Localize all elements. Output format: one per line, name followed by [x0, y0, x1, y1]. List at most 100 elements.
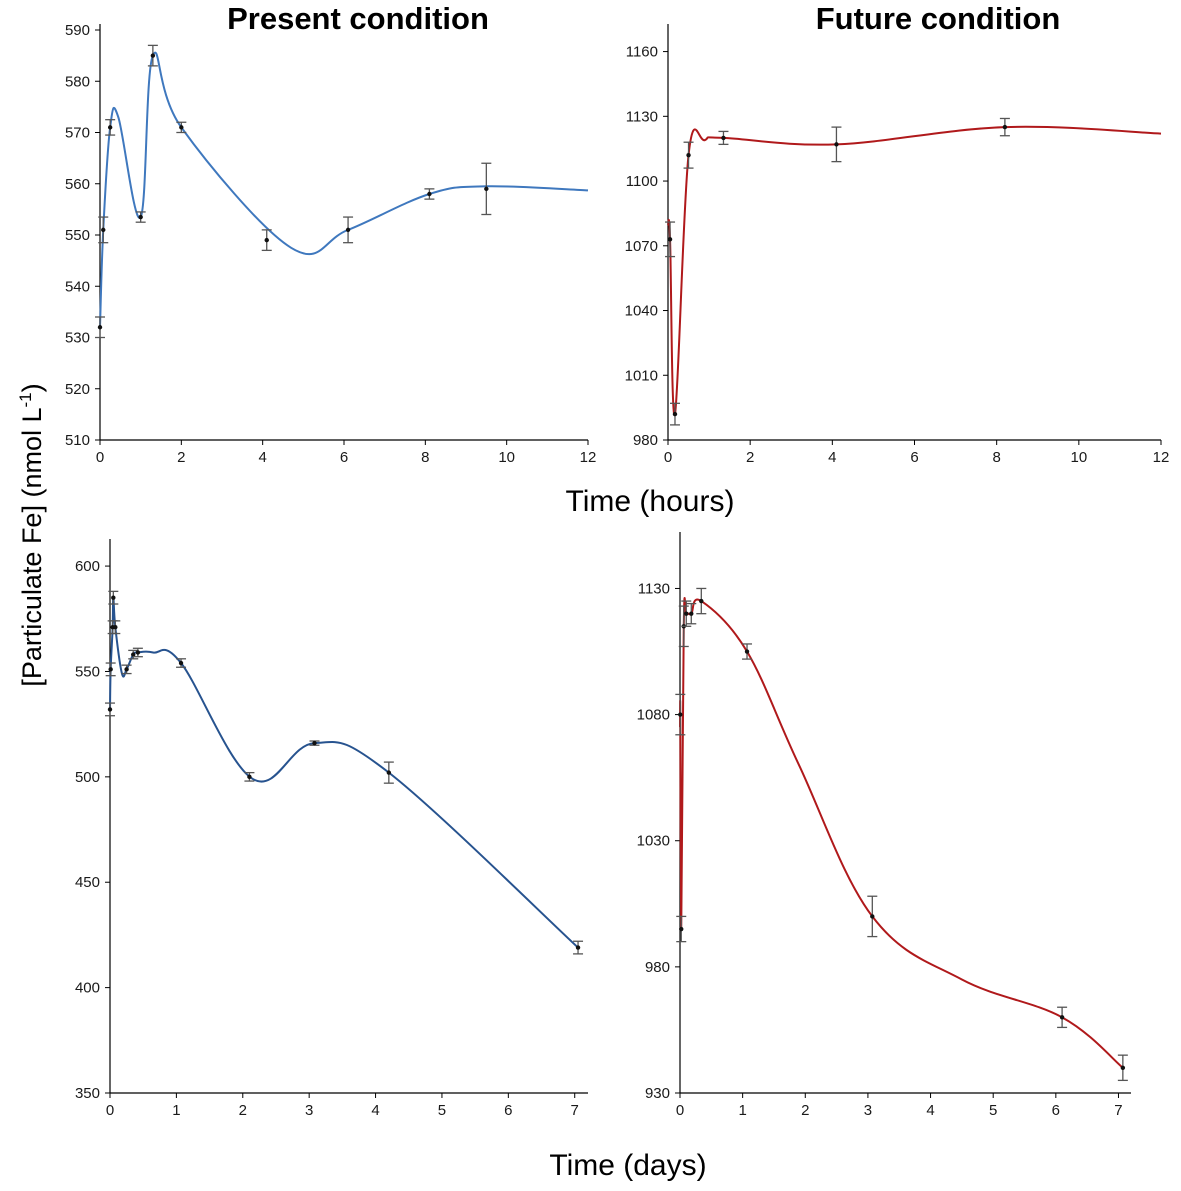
- data-point: [345, 227, 351, 233]
- data-point: [264, 237, 269, 243]
- y-tick-label: 550: [65, 227, 90, 244]
- panel-future-hours: 980 1010 1040 1070 1100 1130 1160 0 2 4 6 8 10 12: [625, 24, 1170, 466]
- y-tick-label: 450: [75, 874, 100, 891]
- y-tick-label: 1030: [637, 833, 670, 850]
- y-tick-label: 550: [75, 663, 100, 680]
- data-point: [97, 325, 103, 330]
- data-point: [247, 774, 252, 780]
- data-point: [575, 945, 581, 950]
- y-tick-label: 570: [65, 125, 90, 142]
- panel-future-days: 930 980 1030 1080 1130 0 1 2 3 4 5 6 7: [637, 532, 1131, 1119]
- title-present: Present condition: [227, 1, 489, 36]
- y-tick-label: 520: [65, 381, 90, 398]
- y-tick-label: 560: [65, 176, 90, 193]
- x-tick-label: 0: [676, 1102, 684, 1119]
- data-point: [124, 667, 129, 672]
- data-point: [135, 650, 141, 655]
- y-tick-label: 530: [65, 330, 90, 347]
- x-tick-label: 5: [989, 1102, 997, 1119]
- data-point: [111, 595, 116, 600]
- x-tick-label: 2: [746, 449, 754, 466]
- y-tick-label: 1100: [626, 173, 658, 190]
- y-tick-label: 590: [65, 22, 90, 39]
- y-tick-label: 1070: [625, 238, 658, 255]
- panel-present-days: 350 400 450 500 550 600 0 1 2 3 4 5 6 7: [75, 539, 588, 1119]
- x-tick-label: 4: [828, 449, 836, 466]
- data-point: [178, 660, 184, 666]
- x-tick-label: 6: [504, 1102, 512, 1119]
- y-tick-label: 510: [65, 432, 90, 449]
- data-point: [107, 125, 113, 130]
- x-tick-label: 6: [910, 449, 918, 466]
- x-tick-label: 2: [239, 1102, 247, 1119]
- panel-present-hours: 510 520 530 540 550 560 570 580 590 0 2 4 6 8 10 12: [65, 22, 596, 466]
- y-tick-label: 500: [75, 769, 100, 786]
- y-tick-label: 980: [633, 432, 658, 449]
- x-tick-label: 7: [1114, 1102, 1122, 1119]
- x-tick-label: 5: [438, 1102, 446, 1119]
- x-tick-label: 3: [864, 1102, 872, 1119]
- data-point: [484, 186, 489, 192]
- data-point: [150, 53, 156, 58]
- data-point: [684, 611, 689, 616]
- data-point: [678, 712, 683, 717]
- y-tick-label: 1080: [637, 707, 670, 724]
- x-tick-label: 7: [571, 1102, 579, 1119]
- data-point: [721, 135, 726, 141]
- x-tick-label: 6: [1052, 1102, 1060, 1119]
- x-tick-label: 10: [498, 449, 515, 466]
- data-point: [686, 152, 691, 158]
- data-point: [312, 740, 317, 746]
- data-point: [672, 411, 678, 417]
- data-point: [1059, 1015, 1065, 1020]
- data-point: [1120, 1065, 1126, 1070]
- y-tick-label: 1130: [638, 580, 670, 597]
- data-point: [179, 125, 184, 130]
- y-axis-label: [Particulate Fe] (nmol L-1): [16, 383, 47, 686]
- x-tick-label: 12: [580, 449, 597, 466]
- data-point: [386, 770, 392, 775]
- data-point: [131, 652, 136, 657]
- x-tick-label: 0: [96, 449, 104, 466]
- y-tick-label: 540: [65, 278, 90, 295]
- data-point: [699, 598, 704, 604]
- y-tick-label: 1040: [625, 303, 658, 320]
- x-tick-label: 2: [177, 449, 185, 466]
- data-point: [744, 649, 750, 654]
- series-line: [99, 51, 589, 328]
- x-tick-label: 8: [992, 449, 1000, 466]
- x-axis-label-days: Time (days): [549, 1149, 706, 1182]
- data-point: [689, 611, 694, 616]
- data-point: [427, 191, 432, 197]
- x-tick-label: 4: [258, 449, 266, 466]
- x-tick-label: 2: [801, 1102, 809, 1119]
- data-point: [101, 227, 106, 233]
- data-point: [834, 142, 839, 147]
- series-line: [679, 597, 1124, 1069]
- y-tick-label: 980: [645, 959, 670, 976]
- data-point: [667, 237, 673, 242]
- x-tick-label: 4: [371, 1102, 379, 1119]
- y-tick-label: 1160: [626, 44, 658, 61]
- data-point: [1002, 124, 1008, 130]
- data-point: [113, 625, 118, 630]
- data-point: [870, 914, 875, 919]
- x-tick-label: 3: [305, 1102, 313, 1119]
- x-tick-label: 4: [926, 1102, 934, 1119]
- x-tick-label: 10: [1070, 449, 1087, 466]
- x-axis-label-hours: Time (hours): [566, 485, 735, 518]
- y-tick-label: 580: [65, 73, 90, 90]
- data-point: [107, 707, 113, 712]
- x-tick-label: 0: [664, 449, 672, 466]
- x-tick-label: 12: [1153, 449, 1170, 466]
- x-tick-label: 8: [421, 449, 429, 466]
- x-tick-label: 6: [340, 449, 348, 466]
- series-line: [667, 125, 1162, 416]
- y-tick-label: 600: [75, 558, 100, 575]
- series-line: [109, 596, 579, 949]
- title-future: Future condition: [816, 1, 1061, 36]
- y-tick-label: 1130: [626, 108, 658, 125]
- data-point: [679, 926, 684, 932]
- y-tick-label: 930: [645, 1085, 670, 1102]
